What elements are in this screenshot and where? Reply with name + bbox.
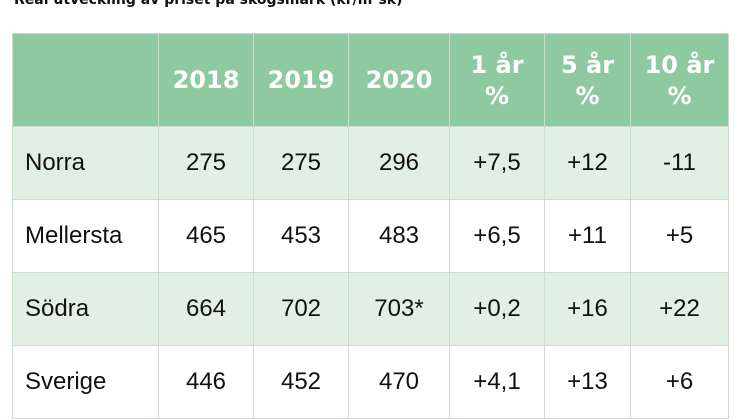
header-2020: 2020 <box>348 33 450 127</box>
region-cell: Södra <box>12 272 159 346</box>
value-2019: 702 <box>253 272 349 346</box>
value-2018: 465 <box>158 199 254 273</box>
header-5-year-unit: % <box>575 82 600 110</box>
region-cell: Norra <box>12 126 159 200</box>
change-1-year: +0,2 <box>449 272 545 346</box>
change-10-year: -11 <box>630 126 729 200</box>
change-5-year: +11 <box>544 199 631 273</box>
change-1-year: +7,5 <box>449 126 545 200</box>
price-table: 2018 2019 2020 1 år % 5 år % 10 år % Nor… <box>12 33 729 419</box>
region-cell: Mellersta <box>12 199 159 273</box>
value-2018: 446 <box>158 345 254 419</box>
change-5-year: +12 <box>544 126 631 200</box>
value-2018: 664 <box>158 272 254 346</box>
value-2019: 275 <box>253 126 349 200</box>
table-row: Sverige 446 452 470 +4,1 +13 +6 <box>12 345 729 419</box>
change-5-year: +13 <box>544 345 631 419</box>
table-caption: Real utveckling av priset på skogsmark (… <box>14 0 403 8</box>
table-row: Mellersta 465 453 483 +6,5 +11 +5 <box>12 199 729 273</box>
header-row: 2018 2019 2020 1 år % 5 år % 10 år % <box>12 33 729 127</box>
header-2018: 2018 <box>158 33 254 127</box>
value-2020: 296 <box>348 126 450 200</box>
change-5-year: +16 <box>544 272 631 346</box>
header-1-year-label: 1 år <box>470 51 524 79</box>
header-1-year-unit: % <box>484 82 510 110</box>
header-1-year: 1 år % <box>449 33 545 127</box>
value-2020: 483 <box>348 199 450 273</box>
value-2019: 453 <box>253 199 349 273</box>
change-10-year: +6 <box>630 345 729 419</box>
table-row: Norra 275 275 296 +7,5 +12 -11 <box>12 126 729 200</box>
change-1-year: +6,5 <box>449 199 545 273</box>
change-10-year: +5 <box>630 199 729 273</box>
header-5-year: 5 år % <box>544 33 631 127</box>
header-10-year: 10 år % <box>630 33 729 127</box>
value-2019: 452 <box>253 345 349 419</box>
region-cell: Sverige <box>12 345 159 419</box>
header-10-year-label: 10 år <box>644 51 715 79</box>
table-row: Södra 664 702 703* +0,2 +16 +22 <box>12 272 729 346</box>
header-10-year-unit: % <box>667 82 692 110</box>
header-region <box>12 33 159 127</box>
header-2019: 2019 <box>253 33 349 127</box>
header-5-year-label: 5 år <box>560 51 615 79</box>
change-1-year: +4,1 <box>449 345 545 419</box>
change-10-year: +22 <box>630 272 729 346</box>
value-2018: 275 <box>158 126 254 200</box>
value-2020: 703* <box>348 272 450 346</box>
value-2020: 470 <box>348 345 450 419</box>
